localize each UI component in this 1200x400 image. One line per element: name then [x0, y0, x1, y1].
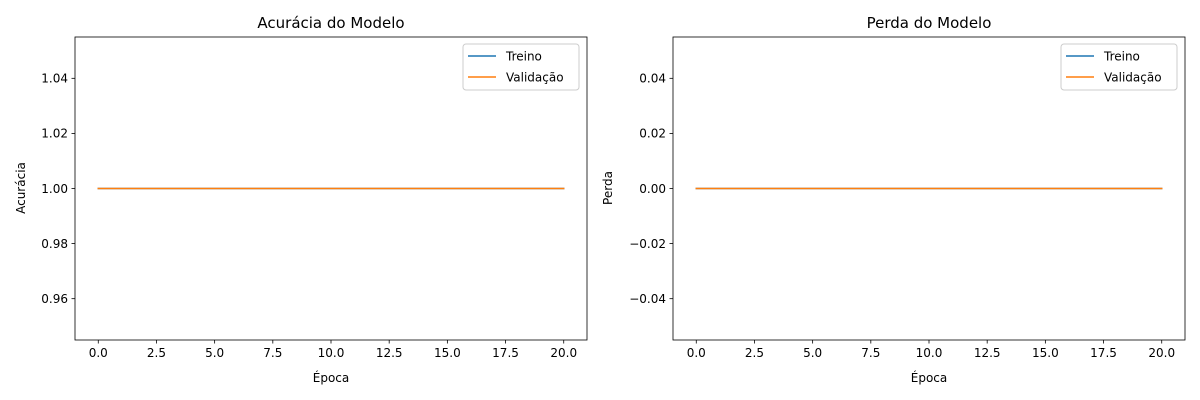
accuracy-x-tick-label: 7.5: [263, 346, 282, 360]
accuracy-y-tick-label: 1.00: [41, 182, 68, 196]
loss-y-axis-label: Perda: [601, 171, 615, 205]
loss-plot-frame: [672, 36, 1186, 341]
loss-x-tick-label: 7.5: [861, 346, 880, 360]
loss-x-tick-label: 17.5: [1090, 346, 1117, 360]
loss-chart-title: Perda do Modelo: [867, 14, 992, 32]
accuracy-y-tick-label: 1.02: [41, 127, 68, 141]
loss-y-tick-label: −0.02: [629, 237, 666, 251]
loss-x-tick-label: 10.0: [916, 346, 943, 360]
loss-ticks: 0.0 2.5 5.0 7.5 10.0 12.5 15.0 17.5 20.0 −0.04 −0.…: [629, 72, 1175, 360]
accuracy-x-tick-label: 20.0: [550, 346, 577, 360]
loss-y-tick-label: 0.02: [639, 127, 666, 141]
accuracy-x-tick-label: 15.0: [434, 346, 461, 360]
loss-legend-treino-label: Treino: [1103, 50, 1140, 64]
loss-x-tick-label: 15.0: [1032, 346, 1059, 360]
loss-x-tick-label: 2.5: [745, 346, 764, 360]
accuracy-x-tick-label: 17.5: [492, 346, 519, 360]
accuracy-x-tick-label: 2.5: [147, 346, 166, 360]
loss-y-tick-label: 0.04: [639, 72, 666, 86]
loss-y-tick-label: −0.04: [629, 292, 666, 306]
accuracy-x-tick-label: 0.0: [89, 346, 108, 360]
loss-x-tick-label: 5.0: [803, 346, 822, 360]
accuracy-x-tick-label: 10.0: [318, 346, 345, 360]
accuracy-chart: Acurácia do Modelo Acurácia Época 0.0 2.5…: [14, 14, 588, 385]
accuracy-x-tick-label: 12.5: [376, 346, 403, 360]
loss-y-tick-label: 0.00: [639, 182, 666, 196]
accuracy-legend-validacao-label: Validação: [506, 71, 564, 85]
loss-x-tick-label: 0.0: [687, 346, 706, 360]
accuracy-chart-title: Acurácia do Modelo: [257, 14, 404, 32]
loss-x-axis-label: Época: [911, 370, 948, 385]
loss-x-tick-label: 12.5: [974, 346, 1001, 360]
accuracy-ticks: 0.0 2.5 5.0 7.5 10.0 12.5 15.0 17.5 20.0 0.96 0.98…: [41, 72, 577, 360]
loss-legend-validacao-label: Validação: [1104, 71, 1162, 85]
accuracy-x-tick-label: 5.0: [205, 346, 224, 360]
loss-chart: Perda do Modelo Perda Época 0.0 2.5 5.0 7.5…: [601, 14, 1186, 385]
loss-legend: Treino Validação: [1060, 43, 1178, 91]
accuracy-y-tick-label: 1.04: [41, 72, 68, 86]
accuracy-legend: Treino Validação: [462, 43, 580, 91]
accuracy-y-tick-label: 0.98: [41, 237, 68, 251]
accuracy-plot-frame: [74, 36, 588, 341]
loss-x-tick-label: 20.0: [1148, 346, 1175, 360]
accuracy-y-axis-label: Acurácia: [14, 162, 28, 214]
accuracy-y-tick-label: 0.96: [41, 292, 68, 306]
accuracy-legend-treino-label: Treino: [505, 50, 542, 64]
accuracy-x-axis-label: Época: [313, 370, 350, 385]
